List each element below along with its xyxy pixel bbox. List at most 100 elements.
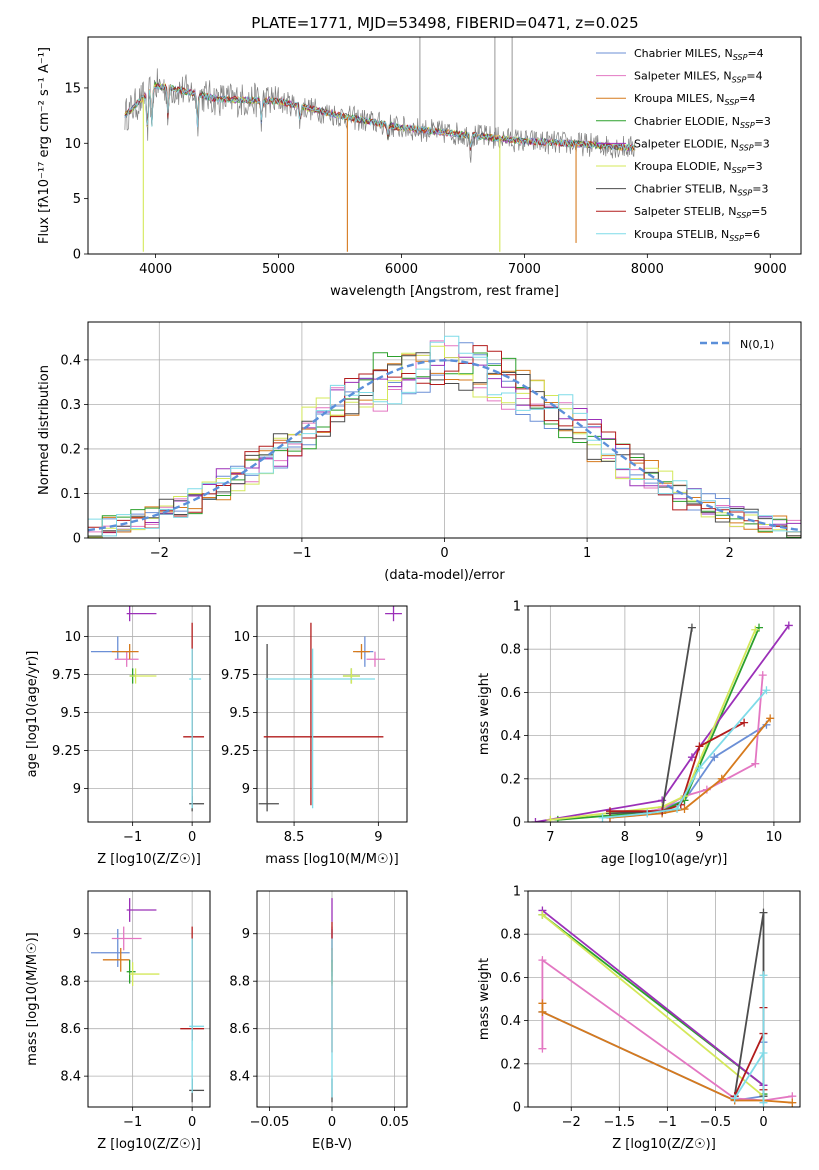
x-axis-label: E(B-V) [312,1137,352,1152]
y-tick-label: 0.2 [500,1057,521,1072]
axes-frame [527,605,801,823]
mass-weight-marker [680,805,689,814]
y-tick-label: 0.3 [60,398,81,413]
x-tick-label: 9 [374,830,382,845]
mass-weight-marker [740,718,749,727]
mass-weight-marker [758,671,767,680]
y-tick-label: 0 [513,816,521,831]
legend-value: =3 [755,115,771,128]
x-tick-label: −1.5 [604,1115,636,1130]
x-tick-label: 0 [759,1115,767,1130]
plot-area [90,606,205,812]
legend-subscript: SSP [740,121,755,130]
y-axis-label: Normed distribution [37,365,52,495]
mass-weight-line [535,624,790,822]
plot-area [90,898,205,1103]
x-tick-label: 0 [440,546,448,561]
x-tick-label: 0.05 [380,1115,409,1130]
x-tick-label: 0 [328,1115,336,1130]
mass-weight-marker [695,764,704,772]
y-tick-label: 9.75 [221,668,250,683]
x-tick-label: −1 [123,830,142,845]
y-axis-label: mass weight [477,673,492,755]
y-tick-label: 9.5 [60,706,81,721]
legend-subscript: SSP [733,53,748,62]
axes-frame [87,605,211,823]
legend-value: =6 [744,228,760,241]
legend-value: =4 [746,70,762,83]
mass-weight-marker [710,753,719,762]
mass-weight-marker [538,1044,547,1053]
mass-weight-marker [759,971,768,980]
model-spectrum-line [124,83,636,152]
y-tick-label: 0.6 [500,686,521,701]
x-tick-label: 6000 [385,262,418,277]
legend-value: =3 [752,183,768,196]
y-tick-label: 10 [64,137,81,152]
mass-weight-marker [538,910,547,919]
mass-weight-marker [717,774,726,783]
model-spectrum-line [124,83,636,152]
y-axis-label: mass weight [477,958,492,1040]
mass-weight-line [733,975,765,1103]
mass-weight-marker [759,1098,768,1107]
mass-weight-marker [538,956,547,965]
axes-age_vs_mass: 8.5 9 9 9.25 9.5 9.75 10 mass [log10(M/M☉)] [221,605,408,867]
x-axis-label: (data-model)/error [384,568,505,583]
y-axis-label: mass [log10(M/M☉)] [25,932,40,1065]
x-axis-label: age [log10(age/yr)] [601,852,728,867]
x-tick-label: 8000 [631,262,664,277]
x-tick-label: −2 [150,546,169,561]
y-axis-label: Flux [fλ10⁻¹⁷ erg cm⁻² s⁻¹ A⁻¹] [37,47,52,244]
mass-weight-marker [687,753,696,762]
normal-reference-curve [88,359,801,532]
legend-entry: Chabrier STELIB, NSSP=3 [634,183,768,198]
y-tick-label: 10 [64,630,81,645]
x-tick-label: −1 [123,1115,142,1130]
mass-weight-marker [695,742,704,751]
axes-frame [87,36,802,255]
axes-frame [256,605,408,823]
figure-title: PLATE=1771, MJD=53498, FIBERID=0471, z=0… [251,14,638,32]
x-tick-label: 0 [188,1115,196,1130]
x-tick-label: −0.05 [250,1115,290,1130]
y-tick-label: 8.4 [60,1070,81,1085]
y-tick-label: 9.25 [221,744,250,759]
legend-entry: Kroupa ELODIE, NSSP=3 [634,160,763,175]
mass-weight-marker [538,999,547,1008]
y-tick-label: 10 [233,630,250,645]
legend-entry: Chabrier ELODIE, NSSP=3 [634,115,771,130]
mass-weight-line [541,914,765,1097]
axes-frame [527,890,801,1108]
plot-area [124,37,636,252]
y-tick-label: 0 [513,1101,521,1116]
axes-residuals: −2 −1 0 1 2 0 0.1 0.2 0.3 0.4 (data-model)/error No… [37,321,802,583]
x-tick-label: −0.5 [700,1115,732,1130]
legend-subscript: SSP [736,211,751,220]
mass-weight-line [541,909,765,1087]
y-tick-label: 0 [73,248,81,263]
x-tick-label: 9000 [754,262,787,277]
y-tick-label: 0.4 [60,353,81,368]
x-tick-label: 7 [546,830,554,845]
y-tick-label: 9 [242,927,250,942]
y-tick-label: 8.8 [60,975,81,990]
legend-entry: Salpeter STELIB, NSSP=5 [634,205,767,220]
y-tick-label: 9.25 [52,744,81,759]
legend-entry: Salpeter ELODIE, NSSP=3 [634,137,770,152]
mass-weight-marker [605,807,614,816]
y-tick-label: 8.8 [229,975,250,990]
mass-weight-marker [687,623,696,632]
mass-weight-marker [762,686,771,695]
legend-value: =3 [754,137,770,150]
mass-weight-line [550,629,757,821]
plot-area [538,906,797,1107]
mass-weight-marker [643,809,652,818]
axes-mass_vs_ebv: −0.05 0 0.05 8.4 8.6 8.8 9 E(B-V) [229,890,409,1152]
y-tick-label: 0.8 [500,643,521,658]
axes-weight_vs_age: 7 8 9 10 0 0.2 0.4 0.6 0.8 1 age [log10(age/yr)] ma… [477,600,801,867]
legend-entry: Salpeter MILES, NSSP=4 [634,70,763,85]
axes-frame [87,321,802,539]
y-tick-label: 8.6 [229,1022,250,1037]
legend-entry: N(0,1) [740,338,774,351]
